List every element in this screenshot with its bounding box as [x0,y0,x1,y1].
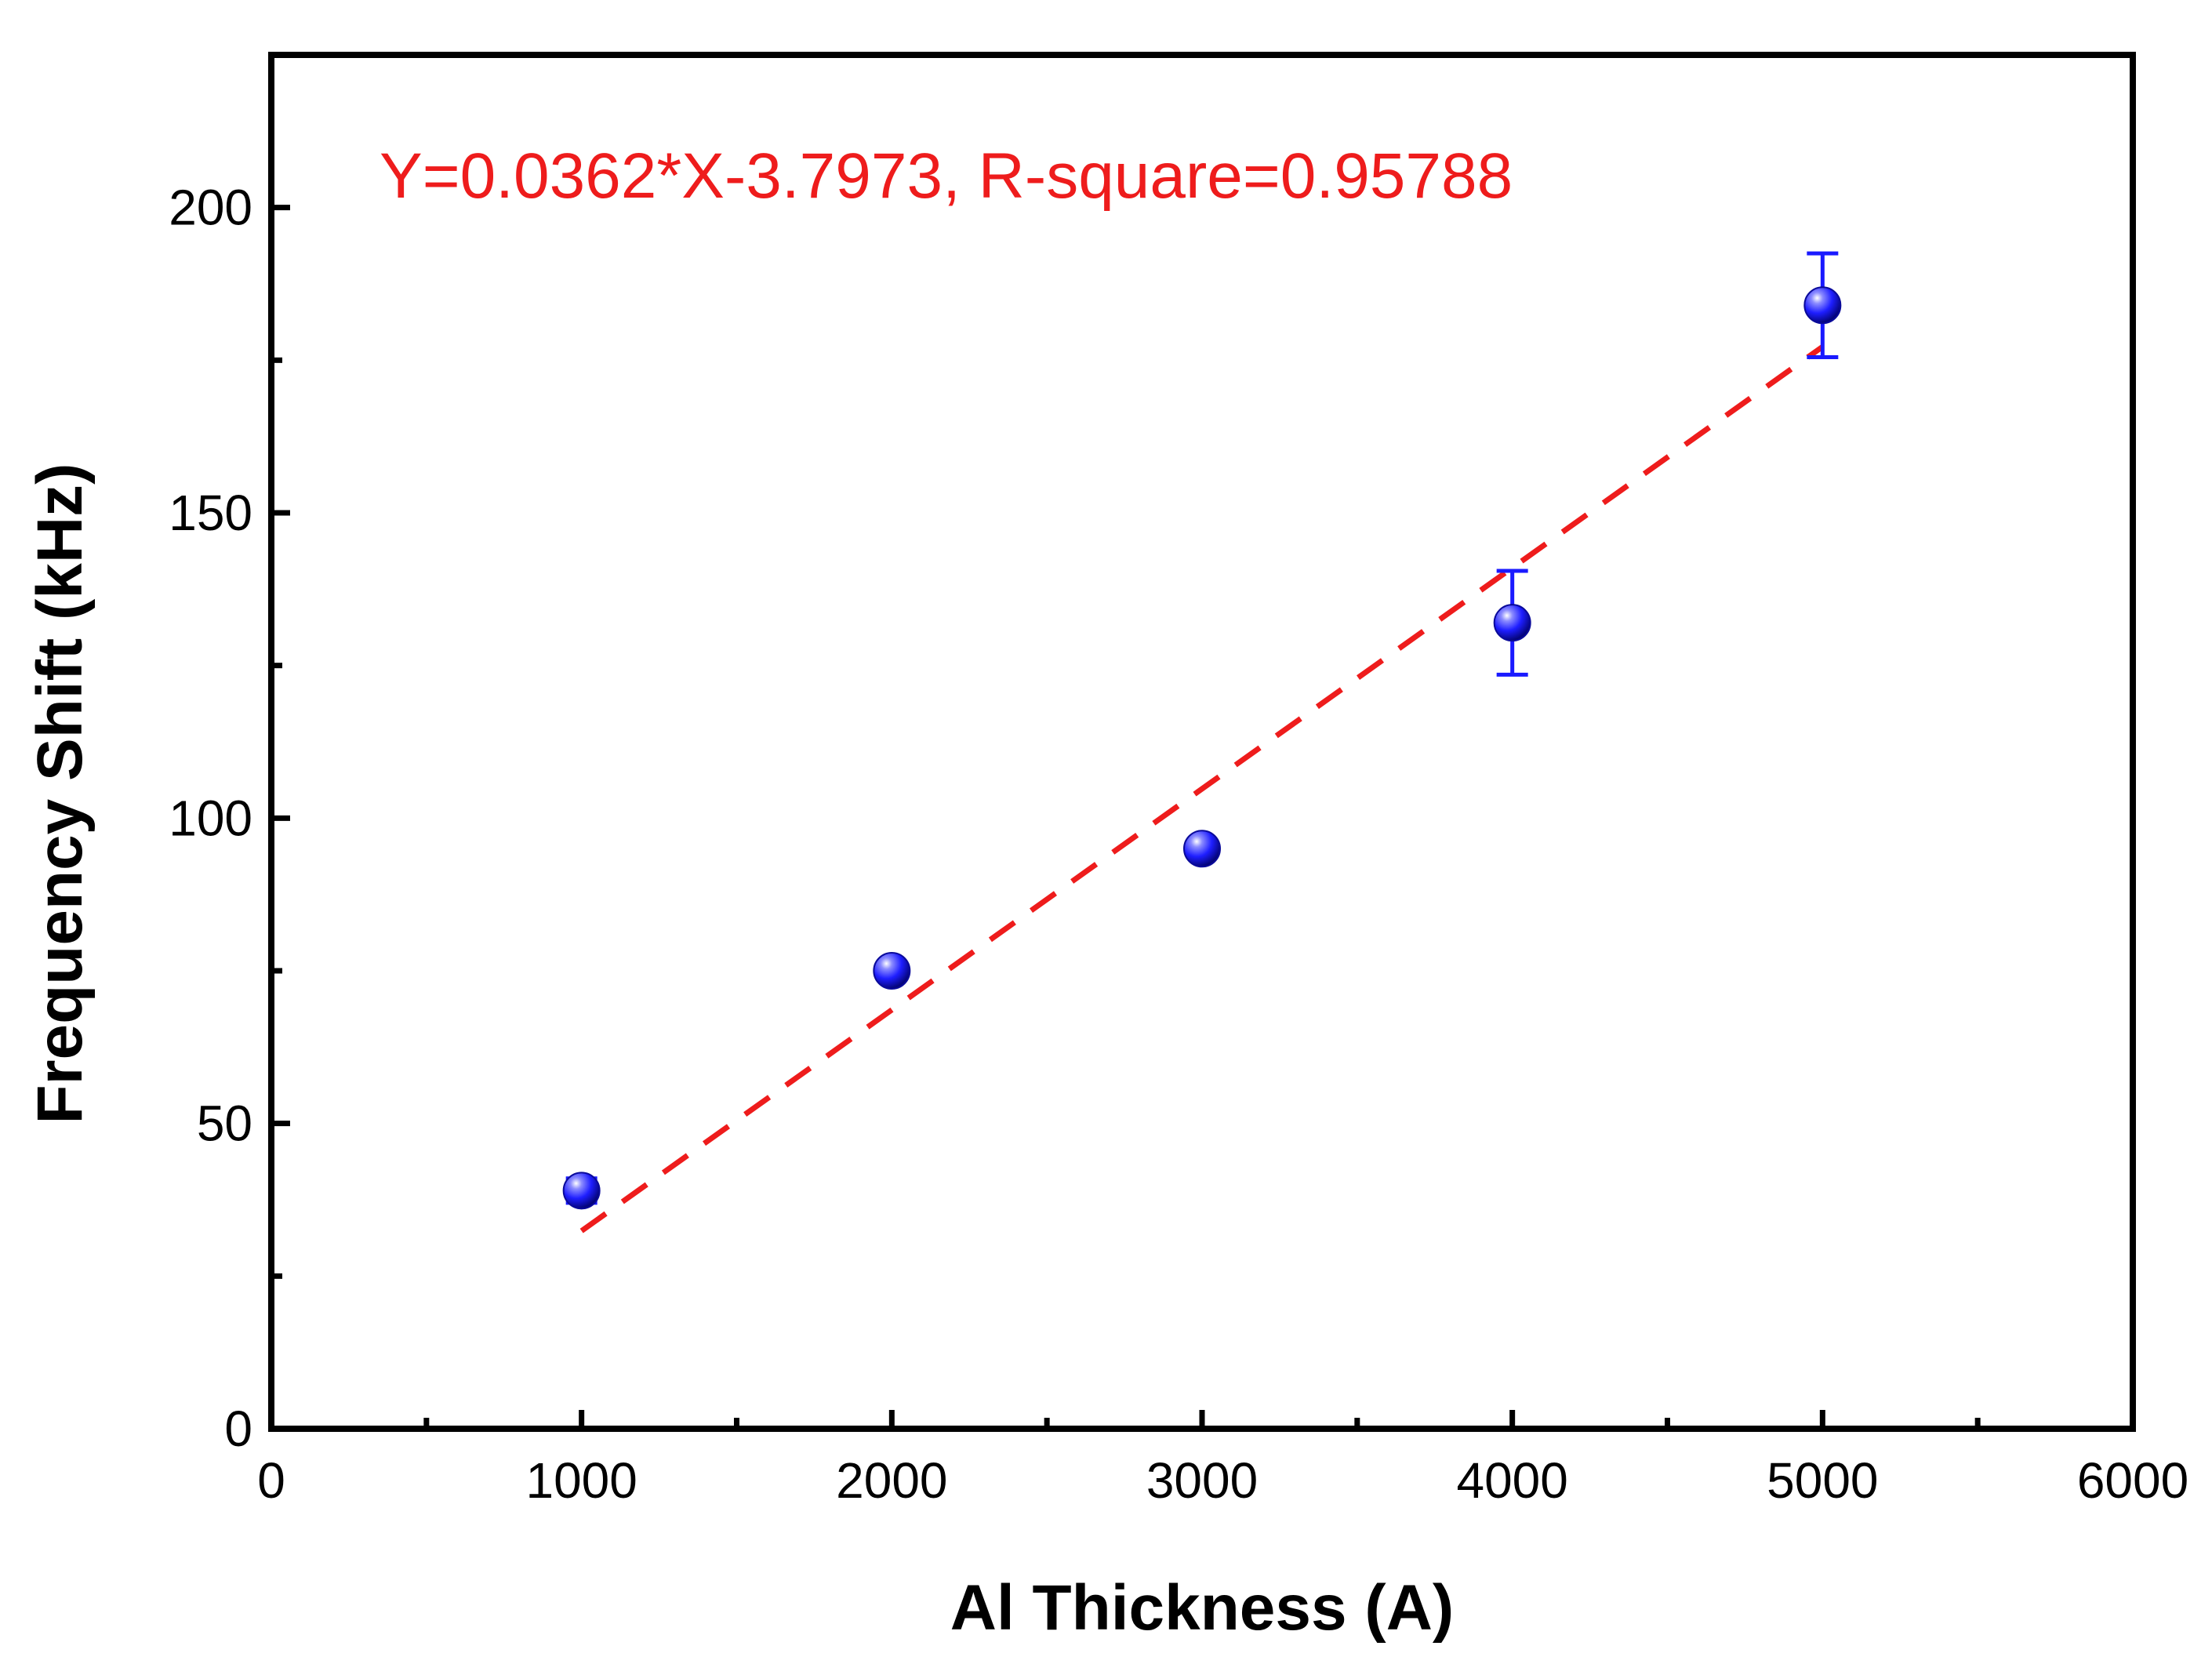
y-tick-label: 50 [197,1095,252,1152]
data-point [562,1172,601,1210]
x-tick-label: 6000 [2077,1452,2188,1509]
x-tick-label: 0 [257,1452,285,1509]
y-tick-label: 150 [169,485,252,541]
x-tick-label: 1000 [525,1452,637,1509]
x-tick-label: 2000 [836,1452,947,1509]
x-axis-title: Al Thickness (A) [950,1572,1454,1644]
x-axis-ticks [268,1410,2136,1429]
plot-frame [268,52,2136,1432]
data-point [1803,286,1842,325]
error-bars [565,251,1839,1205]
data-point [1493,604,1531,642]
x-axis-tick-labels: 0 1000 2000 3000 4000 5000 6000 [257,1452,2188,1509]
y-axis-title: Frequency Shift (kHz) [24,463,96,1124]
y-tick-label: 100 [169,790,252,846]
data-points [562,286,1842,1210]
x-tick-label: 4000 [1456,1452,1567,1509]
y-tick-label: 200 [169,180,252,236]
x-tick-label: 5000 [1767,1452,1878,1509]
x-tick-label: 3000 [1146,1452,1258,1509]
fit-equation-annotation: Y=0.0362*X-3.7973, R-square=0.95788 [380,140,1513,212]
linear-fit-line [579,344,1825,1233]
data-point [1183,830,1221,868]
y-tick-label: 0 [224,1401,252,1457]
data-point [873,952,911,990]
y-axis-ticks [271,205,290,1432]
y-axis-tick-labels: 0 50 100 150 200 [169,180,252,1457]
